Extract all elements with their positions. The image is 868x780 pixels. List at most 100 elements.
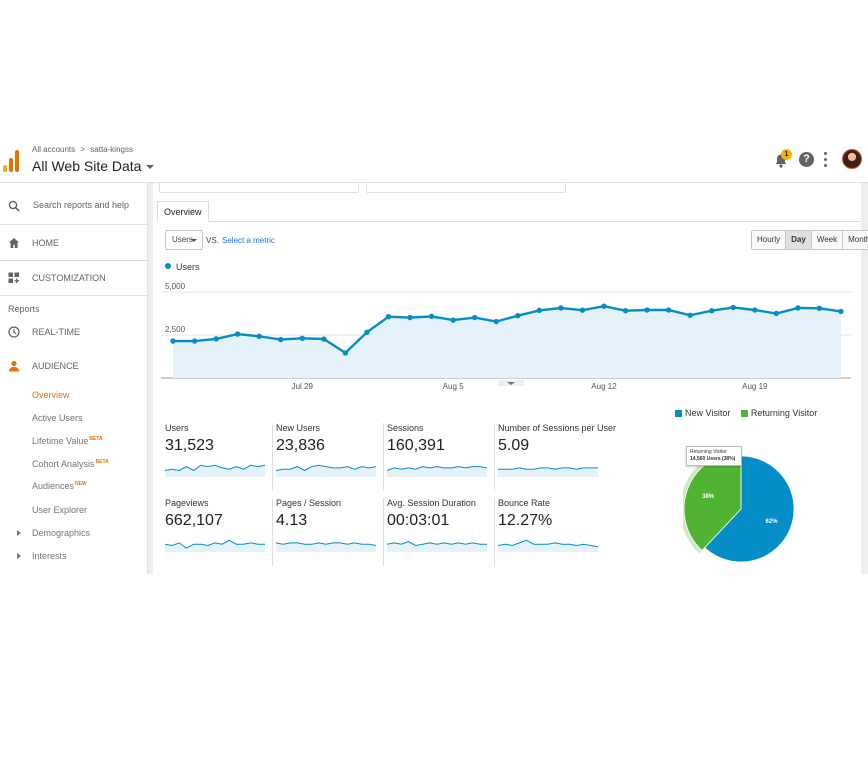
- users-series-line: [173, 304, 842, 355]
- data-point[interactable]: [644, 307, 650, 313]
- pie-slice-new-visitor[interactable]: [704, 455, 795, 563]
- metric-sparkline: [165, 539, 265, 552]
- metric-tile[interactable]: Bounce Rate 12.27%: [498, 498, 606, 566]
- beta-badge: BETA: [95, 459, 109, 465]
- expand-arrow-icon[interactable]: [17, 530, 21, 536]
- data-point[interactable]: [170, 338, 176, 344]
- sidebar-item-overview[interactable]: Overview: [32, 390, 70, 400]
- data-point[interactable]: [622, 308, 629, 314]
- visitor-pie-chart[interactable]: 62% 38%: [683, 431, 798, 566]
- metric-label: Avg. Session Duration: [387, 498, 476, 508]
- data-point[interactable]: [665, 307, 672, 313]
- data-point[interactable]: [471, 314, 478, 321]
- metric-tile[interactable]: Users 31,523: [165, 423, 273, 491]
- metric-select-value: Users: [172, 235, 193, 244]
- data-point[interactable]: [191, 338, 198, 344]
- month-button[interactable]: Month: [843, 231, 868, 249]
- caret-down-icon: [146, 165, 155, 170]
- segment-card[interactable]: [159, 183, 359, 193]
- data-point[interactable]: [773, 310, 780, 317]
- data-point[interactable]: [407, 314, 413, 321]
- data-point[interactable]: [536, 307, 543, 314]
- data-point[interactable]: [730, 304, 736, 311]
- y-tick-label: 2,500: [165, 325, 186, 334]
- metric-select[interactable]: Users: [165, 230, 203, 250]
- sidebar-item-audience[interactable]: AUDIENCE: [0, 356, 148, 378]
- metric-label: Pages / Session: [276, 498, 342, 508]
- data-point[interactable]: [558, 305, 564, 311]
- day-button[interactable]: Day: [786, 231, 812, 249]
- data-point[interactable]: [234, 331, 241, 337]
- data-point[interactable]: [256, 333, 262, 339]
- analytics-logo-icon[interactable]: [3, 150, 21, 172]
- metric-tile[interactable]: Number of Sessions per User 5.09: [498, 423, 616, 491]
- search-input[interactable]: Search reports and help: [33, 200, 130, 210]
- metric-tile[interactable]: Pageviews 662,107: [165, 498, 273, 566]
- chevron-down-icon: [507, 382, 515, 385]
- metric-tile[interactable]: New Users 23,836: [276, 423, 384, 491]
- sidebar-item-home[interactable]: HOME: [0, 226, 148, 261]
- users-line-chart[interactable]: 5,000 2,500 Jul 29 Aug 5 Aug 12 Aug 19: [161, 275, 851, 393]
- data-point[interactable]: [428, 313, 435, 320]
- property-selector[interactable]: All Web Site Data: [32, 158, 155, 174]
- data-point[interactable]: [493, 318, 499, 325]
- week-button[interactable]: Week: [811, 231, 844, 249]
- data-point[interactable]: [385, 314, 392, 320]
- pie-slice-label: 62%: [766, 519, 779, 525]
- data-point[interactable]: [752, 307, 758, 313]
- metric-tile[interactable]: Pages / Session 4.13: [276, 498, 384, 566]
- data-point[interactable]: [601, 303, 607, 309]
- segment-card[interactable]: [366, 183, 566, 193]
- property-name: All Web Site Data: [32, 158, 142, 174]
- sidebar-item-cohort-analysis[interactable]: Cohort AnalysisBETA: [32, 459, 109, 469]
- sidebar-item-label: HOME: [32, 238, 59, 248]
- sidebar-item-audiences[interactable]: AudiencesNEW: [32, 481, 87, 491]
- sidebar-item-demographics[interactable]: Demographics: [32, 528, 90, 538]
- chart-legend: Users: [165, 262, 200, 272]
- overview-panel: Overview Users VS. Select a metric Hourl…: [153, 183, 868, 574]
- data-point[interactable]: [364, 329, 370, 336]
- hourly-button[interactable]: Hourly: [752, 231, 787, 249]
- sidebar-item-realtime[interactable]: REAL-TIME: [0, 321, 148, 345]
- sidebar-item-customization[interactable]: CUSTOMIZATION: [0, 261, 148, 296]
- tile-divider: [272, 498, 273, 566]
- caret-down-icon: [191, 239, 197, 242]
- metric-tile[interactable]: Avg. Session Duration 00:03:01: [387, 498, 495, 566]
- data-point[interactable]: [816, 305, 823, 312]
- breadcrumb-all-accounts[interactable]: All accounts: [32, 145, 76, 154]
- tab-overview[interactable]: Overview: [157, 201, 209, 222]
- sidebar-item-label: User Explorer: [32, 505, 88, 515]
- metric-tile[interactable]: Sessions 160,391: [387, 423, 495, 491]
- metric-label: Users: [165, 423, 189, 433]
- data-point[interactable]: [299, 335, 305, 342]
- data-point[interactable]: [795, 305, 801, 311]
- data-point[interactable]: [321, 336, 327, 342]
- data-point[interactable]: [687, 312, 693, 319]
- sidebar-item-interests[interactable]: Interests: [32, 551, 67, 561]
- sidebar-item-lifetime-value[interactable]: Lifetime ValueBETA: [32, 436, 103, 446]
- data-point[interactable]: [515, 312, 521, 319]
- data-point[interactable]: [579, 307, 586, 313]
- avatar[interactable]: [842, 149, 862, 169]
- help-icon[interactable]: ?: [799, 152, 814, 167]
- metric-value: 23,836: [276, 437, 325, 454]
- bell-icon[interactable]: 1: [773, 149, 792, 169]
- sidebar-item-active-users[interactable]: Active Users: [32, 413, 83, 423]
- data-point[interactable]: [709, 308, 715, 314]
- data-point[interactable]: [213, 336, 219, 342]
- data-point[interactable]: [450, 317, 456, 323]
- metric-sparkline: [387, 541, 487, 552]
- breadcrumb-account[interactable]: satta-kingss: [90, 145, 133, 154]
- sidebar-item-label: Demographics: [32, 528, 91, 538]
- data-point[interactable]: [838, 308, 844, 315]
- data-point[interactable]: [278, 336, 284, 343]
- search-reports[interactable]: Search reports and help: [0, 193, 148, 225]
- more-vert-icon[interactable]: [822, 150, 828, 168]
- sidebar-item-user-explorer[interactable]: User Explorer: [32, 505, 87, 515]
- expand-arrow-icon[interactable]: [17, 553, 21, 559]
- sidebar: Search reports and help HOME CUSTOMIZATI…: [0, 183, 148, 574]
- data-point[interactable]: [342, 350, 349, 356]
- metric-label: New Users: [276, 423, 321, 433]
- metric-label: Pageviews: [165, 498, 209, 508]
- select-metric-link[interactable]: Select a metric: [222, 236, 275, 245]
